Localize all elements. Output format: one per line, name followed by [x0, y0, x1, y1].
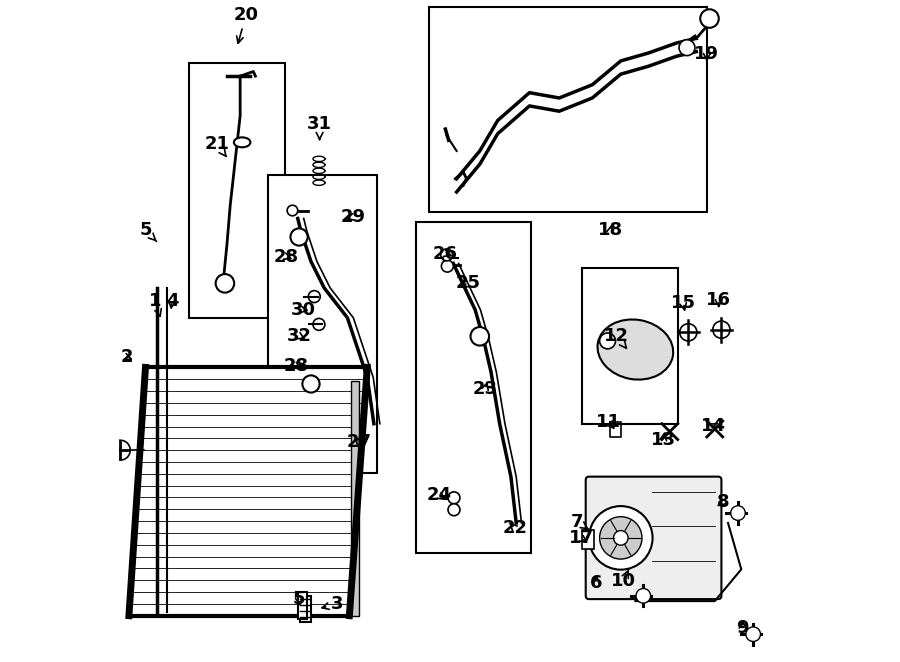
Circle shape — [448, 504, 460, 516]
Text: 31: 31 — [307, 115, 332, 140]
Text: 18: 18 — [598, 221, 623, 240]
Circle shape — [448, 492, 460, 504]
Text: 22: 22 — [502, 519, 527, 538]
Polygon shape — [582, 530, 594, 549]
Bar — [428, 7, 706, 212]
Text: 5: 5 — [140, 221, 157, 242]
Text: 29: 29 — [340, 208, 365, 226]
Text: 27: 27 — [346, 433, 372, 451]
Text: 13: 13 — [651, 431, 676, 449]
Text: 16: 16 — [706, 291, 732, 309]
Circle shape — [680, 40, 695, 56]
Circle shape — [700, 9, 719, 28]
Text: 17: 17 — [569, 529, 594, 547]
Circle shape — [471, 327, 489, 346]
Text: 26: 26 — [433, 244, 458, 263]
Text: 21: 21 — [204, 135, 230, 156]
Circle shape — [111, 440, 130, 460]
Circle shape — [589, 506, 652, 569]
Bar — [582, 268, 679, 424]
Text: 3: 3 — [322, 594, 344, 613]
Circle shape — [713, 321, 730, 338]
Text: 19: 19 — [695, 45, 719, 64]
Bar — [268, 175, 377, 473]
FancyBboxPatch shape — [586, 477, 722, 599]
Text: 23: 23 — [472, 380, 498, 399]
Circle shape — [614, 531, 628, 545]
Polygon shape — [299, 592, 307, 619]
Ellipse shape — [598, 320, 673, 379]
Polygon shape — [300, 596, 311, 622]
Circle shape — [313, 318, 325, 330]
Text: 6: 6 — [590, 573, 602, 592]
Text: 28: 28 — [284, 357, 309, 375]
Bar — [188, 63, 284, 318]
Circle shape — [441, 249, 453, 261]
Text: 1: 1 — [149, 292, 162, 316]
Text: 10: 10 — [611, 569, 636, 591]
Circle shape — [599, 517, 642, 559]
Text: 9: 9 — [736, 618, 749, 637]
Text: 11: 11 — [597, 413, 621, 432]
Circle shape — [599, 333, 616, 349]
Text: 30: 30 — [291, 301, 316, 319]
Circle shape — [216, 274, 234, 293]
Text: 14: 14 — [701, 416, 726, 435]
Circle shape — [309, 291, 320, 303]
Text: 28: 28 — [274, 248, 299, 266]
Circle shape — [680, 324, 697, 341]
Text: 25: 25 — [456, 274, 481, 293]
Circle shape — [291, 228, 308, 246]
Text: 2: 2 — [121, 348, 133, 367]
Bar — [416, 222, 531, 553]
Circle shape — [287, 205, 298, 216]
Text: 7: 7 — [571, 512, 589, 531]
Circle shape — [746, 627, 760, 641]
Polygon shape — [129, 367, 367, 616]
Polygon shape — [351, 381, 359, 616]
Text: 24: 24 — [427, 486, 451, 504]
Text: 32: 32 — [287, 327, 312, 346]
Ellipse shape — [234, 138, 250, 148]
Circle shape — [441, 260, 454, 272]
Text: 5: 5 — [292, 590, 305, 608]
Circle shape — [302, 375, 320, 393]
Text: 4: 4 — [166, 292, 178, 310]
Text: 15: 15 — [670, 294, 696, 312]
Circle shape — [731, 506, 745, 520]
Text: 20: 20 — [234, 5, 258, 43]
Circle shape — [636, 589, 651, 603]
Text: 8: 8 — [716, 493, 729, 511]
Text: 12: 12 — [604, 327, 629, 348]
